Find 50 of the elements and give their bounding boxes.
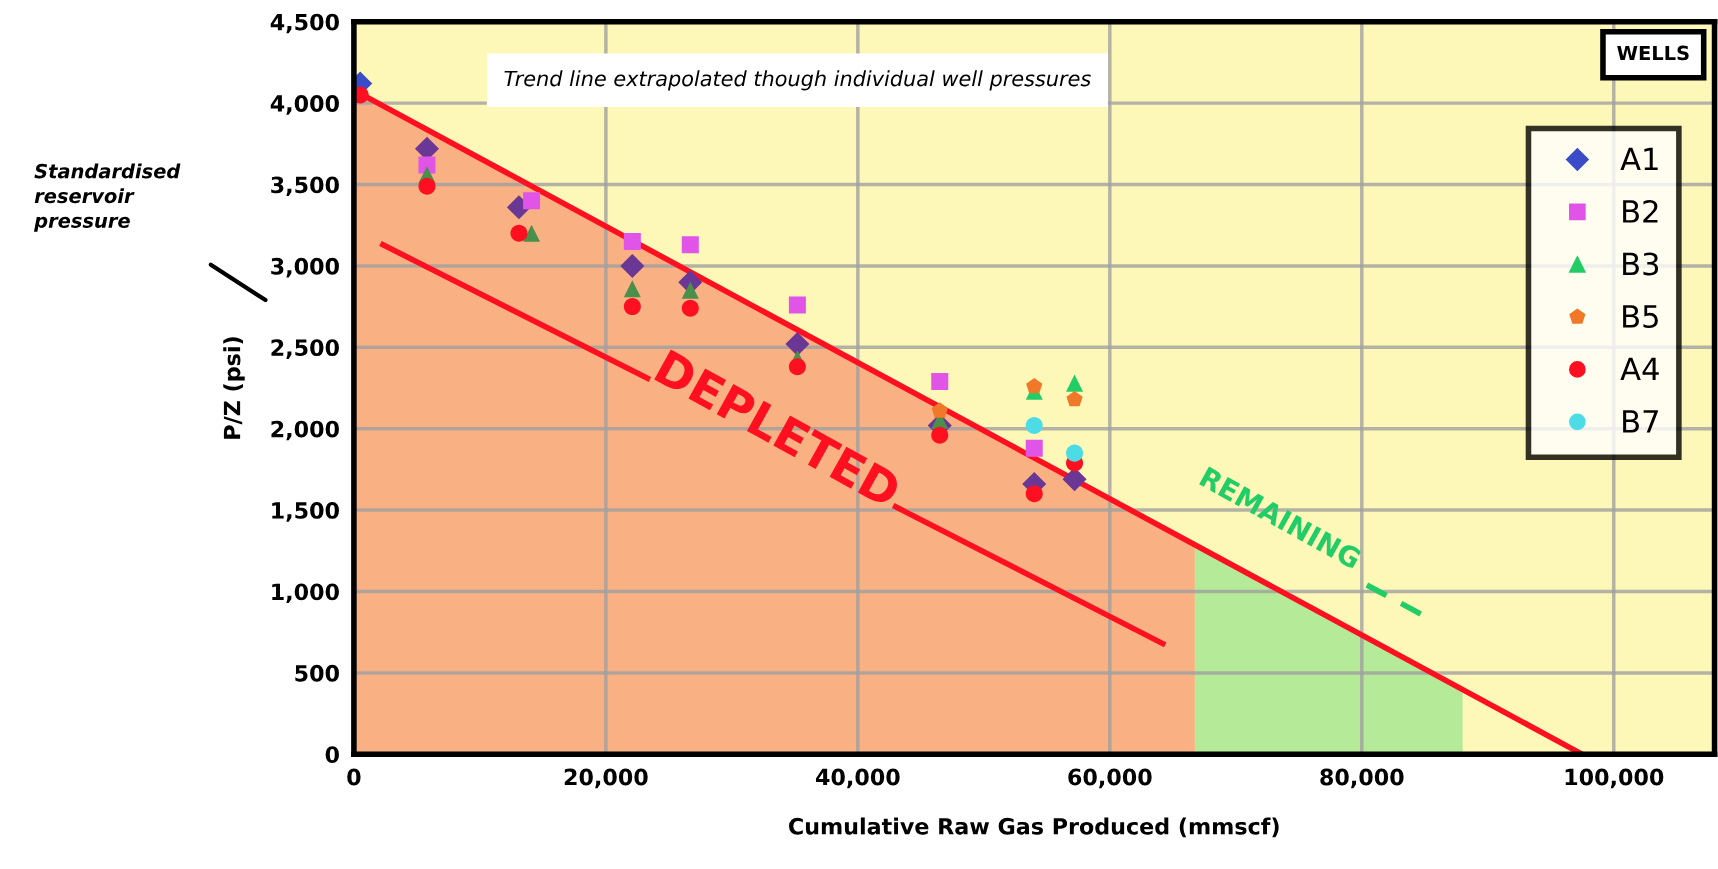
y-tick-label: 0 xyxy=(325,746,339,764)
point xyxy=(623,280,641,298)
point xyxy=(1066,374,1084,392)
point xyxy=(1025,485,1043,503)
point xyxy=(623,232,641,250)
y-tick-label: 3,000 xyxy=(271,257,339,278)
y-tick-label: 500 xyxy=(295,664,339,682)
point xyxy=(681,299,699,317)
point xyxy=(788,296,806,314)
annotation: Trend line extrapolated though individual well pressures xyxy=(504,70,1091,91)
y-tick-label: 1,500 xyxy=(272,502,339,522)
y-tick-label: 2,000 xyxy=(271,420,339,441)
legend-label: B5 xyxy=(1623,305,1658,329)
point xyxy=(418,177,436,195)
y-axis-title: P/Z (psi) xyxy=(223,337,245,439)
y-tick-label: 3,500 xyxy=(271,176,339,197)
point xyxy=(681,281,699,299)
legend-title: WELLS xyxy=(1617,45,1689,61)
point xyxy=(523,192,541,210)
point xyxy=(1025,416,1043,434)
x-tick-label: 20,000 xyxy=(564,768,648,789)
x-tick-label: 100,000 xyxy=(1565,768,1664,789)
x-axis-title: Cumulative Raw Gas Produced (mmscf) xyxy=(789,817,1279,838)
text: Standardised reservoir pressure xyxy=(33,163,181,232)
point xyxy=(523,224,541,242)
x-tick-label: 0 xyxy=(347,768,361,786)
y-tick-label: 4,000 xyxy=(270,95,339,115)
point xyxy=(1026,377,1043,394)
point xyxy=(510,224,528,242)
x-tick-label: 40,000 xyxy=(815,768,900,789)
point xyxy=(623,298,641,316)
point xyxy=(931,402,948,418)
point xyxy=(620,253,645,278)
x-tick-label: 60,000 xyxy=(1068,768,1152,789)
point xyxy=(418,156,436,174)
point xyxy=(1066,444,1084,462)
point xyxy=(1025,439,1043,457)
point xyxy=(681,236,699,254)
legend-label: B2 xyxy=(1623,199,1658,223)
y-tick-label: 4,500 xyxy=(270,13,339,34)
point xyxy=(1066,390,1083,407)
legend-label: B3 xyxy=(1623,252,1659,276)
legend-label: A4 xyxy=(1620,357,1659,381)
point xyxy=(931,426,949,444)
legend-label: A1 xyxy=(1620,147,1658,171)
legend-label: B7 xyxy=(1623,410,1658,433)
point xyxy=(931,372,949,390)
y-tick-label: 2,500 xyxy=(271,339,339,359)
x-tick-label: 80,000 xyxy=(1320,768,1404,789)
y-tick-label: 1,000 xyxy=(272,583,339,604)
